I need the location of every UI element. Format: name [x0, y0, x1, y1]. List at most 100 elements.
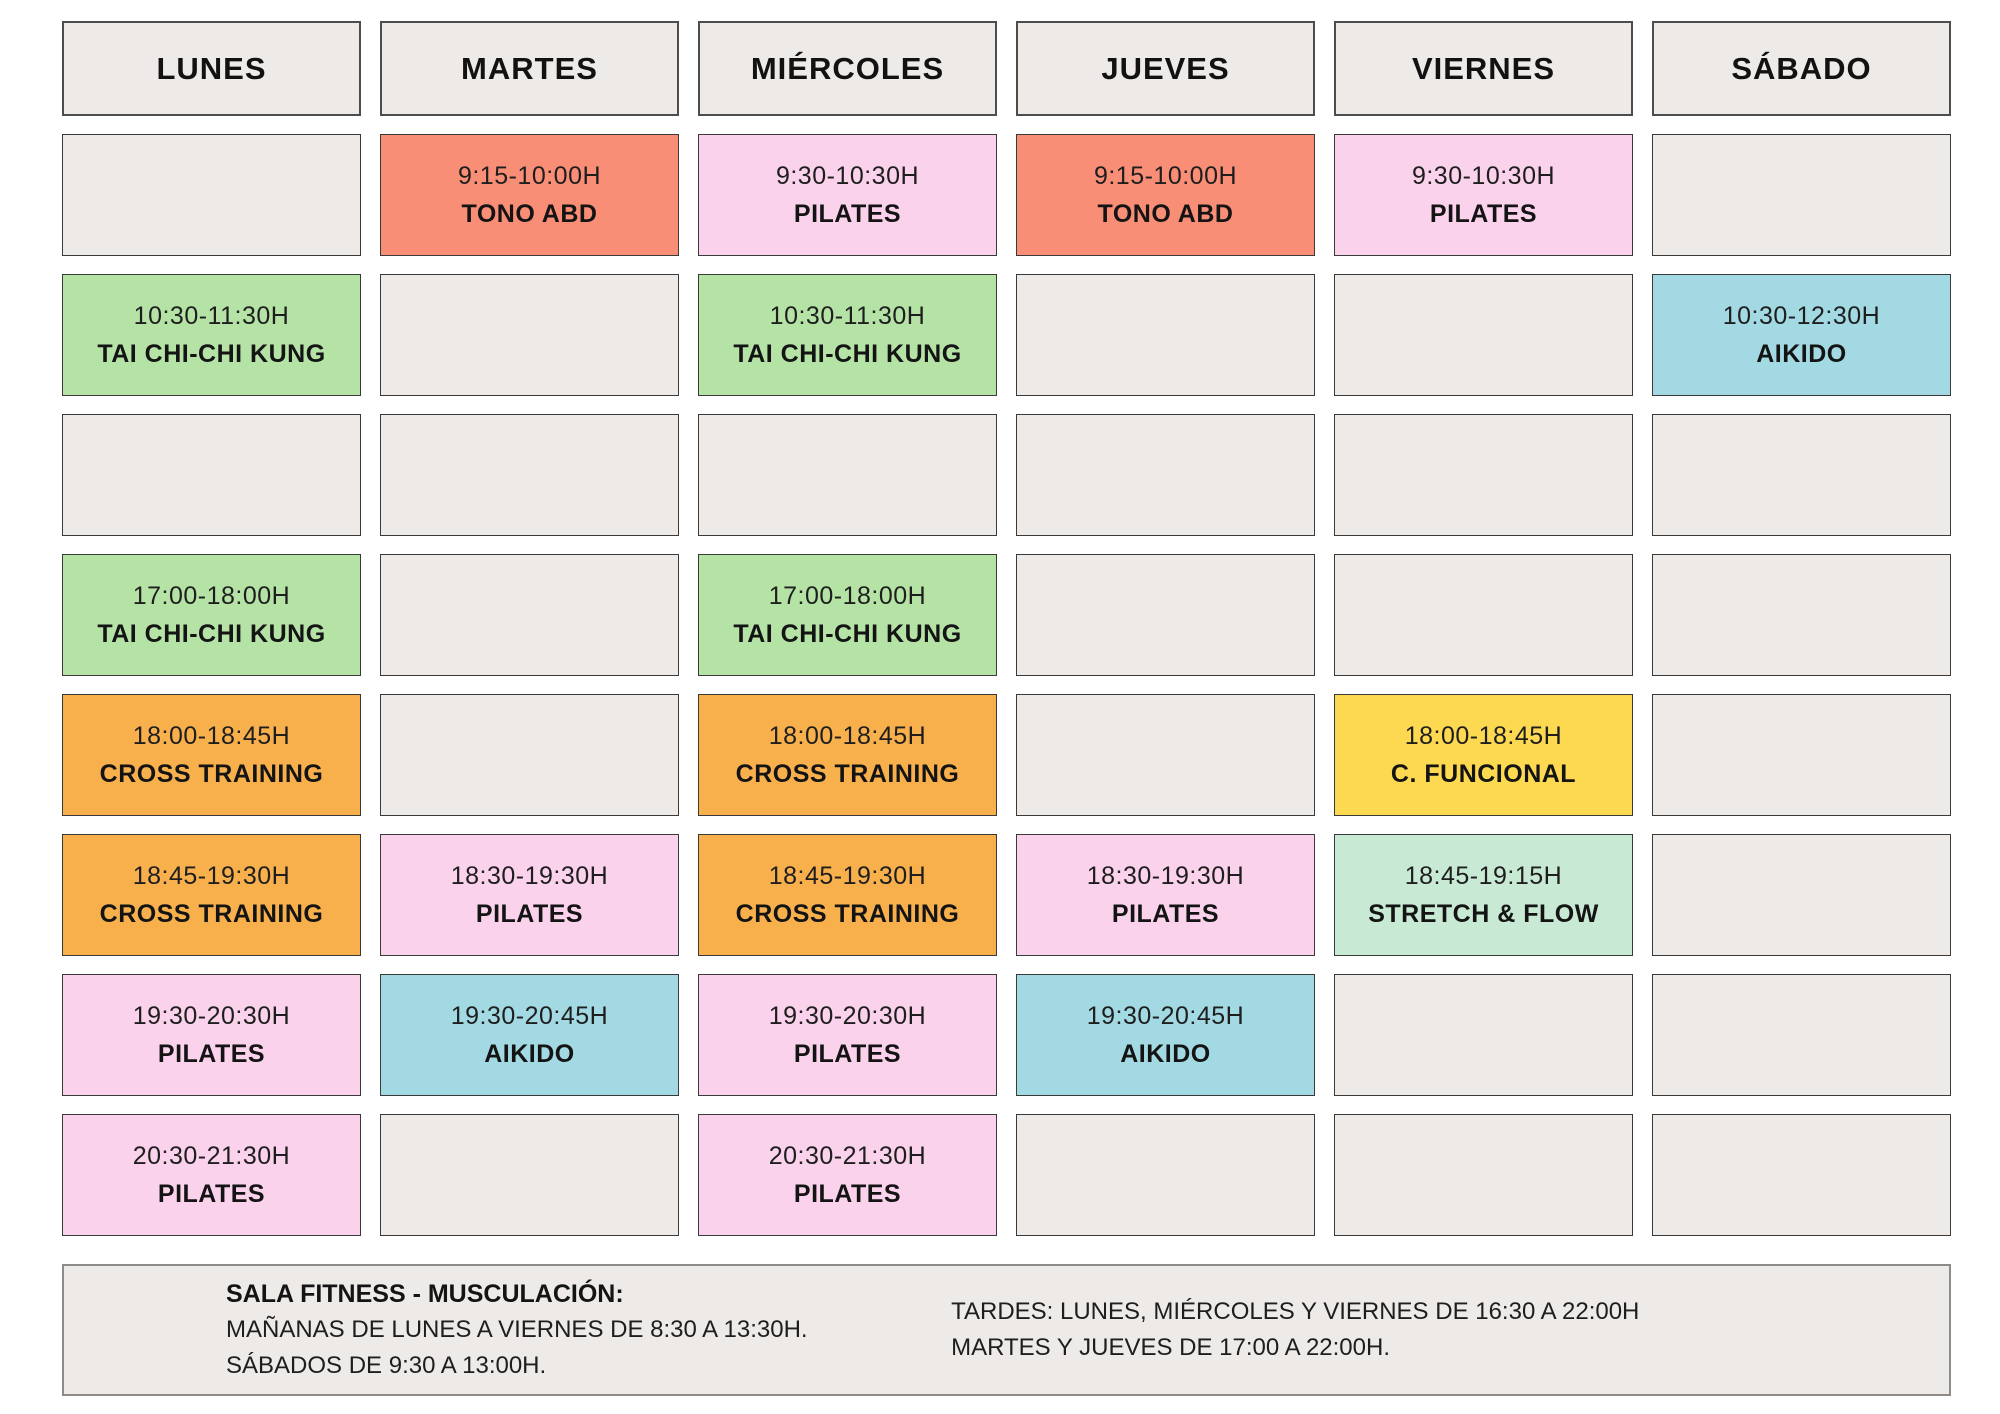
class-time: 18:45-19:30H: [132, 861, 291, 890]
day-header-miercoles: MIÉRCOLES: [698, 21, 997, 116]
class-cell-cross-training: 18:45-19:30H CROSS TRAINING: [698, 834, 997, 956]
class-cell-pilates: 20:30-21:30H PILATES: [62, 1114, 361, 1236]
empty-cell: [1652, 414, 1951, 536]
class-cell-tai-chi-chi-kung: 10:30-11:30H TAI CHI-CHI KUNG: [698, 274, 997, 396]
empty-cell: [62, 134, 361, 256]
class-time: 10:30-12:30H: [1722, 301, 1881, 330]
class-cell-pilates: 18:30-19:30H PILATES: [1016, 834, 1315, 956]
class-time: 9:30-10:30H: [775, 161, 920, 190]
class-cell-tai-chi-chi-kung: 17:00-18:00H TAI CHI-CHI KUNG: [698, 554, 997, 676]
empty-cell: [1016, 414, 1315, 536]
empty-cell: [1652, 834, 1951, 956]
class-time: 19:30-20:30H: [768, 1001, 927, 1030]
class-cell-cross-training: 18:00-18:45H CROSS TRAINING: [698, 694, 997, 816]
class-cell-cross-training: 18:00-18:45H CROSS TRAINING: [62, 694, 361, 816]
schedule-grid: 9:15-10:00H TONO ABD 9:30-10:30H PILATES 9:1…: [62, 134, 1951, 1236]
class-activity: PILATES: [793, 1039, 902, 1068]
day-header-viernes: VIERNES: [1334, 21, 1633, 116]
evening-hours-line-2: MARTES Y JUEVES DE 17:00 A 22:00H.: [951, 1334, 1390, 1361]
class-activity: CROSS TRAINING: [99, 899, 324, 928]
class-cell-pilates: 20:30-21:30H PILATES: [698, 1114, 997, 1236]
empty-cell: [1016, 274, 1315, 396]
empty-cell: [1016, 1114, 1315, 1236]
class-activity: PILATES: [793, 199, 902, 228]
class-time: 18:30-19:30H: [450, 861, 609, 890]
evening-hours-line-1: TARDES: LUNES, MIÉRCOLES Y VIERNES DE 16…: [951, 1298, 1640, 1325]
class-time: 17:00-18:00H: [132, 581, 291, 610]
class-cell-aikido: 19:30-20:45H AIKIDO: [1016, 974, 1315, 1096]
class-time: 19:30-20:30H: [132, 1001, 291, 1030]
class-time: 20:30-21:30H: [132, 1141, 291, 1170]
class-cell-c-funcional: 18:00-18:45H C. FUNCIONAL: [1334, 694, 1633, 816]
class-activity: STRETCH & FLOW: [1368, 899, 1599, 928]
class-time: 9:15-10:00H: [457, 161, 602, 190]
empty-cell: [1016, 694, 1315, 816]
class-time: 18:00-18:45H: [768, 721, 927, 750]
class-time: 9:15-10:00H: [1093, 161, 1238, 190]
empty-cell: [1016, 554, 1315, 676]
class-activity: AIKIDO: [1120, 1039, 1211, 1068]
day-header-lunes: LUNES: [62, 21, 361, 116]
class-activity: PILATES: [1429, 199, 1538, 228]
class-time: 18:00-18:45H: [132, 721, 291, 750]
empty-cell: [698, 414, 997, 536]
class-activity: PILATES: [475, 899, 584, 928]
class-cell-aikido: 10:30-12:30H AIKIDO: [1652, 274, 1951, 396]
class-time: 10:30-11:30H: [133, 301, 290, 330]
empty-cell: [380, 1114, 679, 1236]
class-activity: TAI CHI-CHI KUNG: [733, 339, 962, 368]
class-time: 18:45-19:15H: [1404, 861, 1563, 890]
fitness-room-title: SALA FITNESS - MUSCULACIÓN:: [226, 1280, 624, 1308]
class-activity: C. FUNCIONAL: [1390, 759, 1577, 788]
class-activity: TAI CHI-CHI KUNG: [733, 619, 962, 648]
empty-cell: [1334, 554, 1633, 676]
class-activity: TONO ABD: [1097, 199, 1234, 228]
empty-cell: [1334, 274, 1633, 396]
fitness-room-saturday-hours: SÁBADOS DE 9:30 A 13:00H.: [226, 1352, 547, 1379]
empty-cell: [1652, 1114, 1951, 1236]
class-cell-pilates: 9:30-10:30H PILATES: [698, 134, 997, 256]
day-header-martes: MARTES: [380, 21, 679, 116]
class-time: 18:45-19:30H: [768, 861, 927, 890]
day-header-sabado: SÁBADO: [1652, 21, 1951, 116]
fitness-room-morning-hours: MAÑANAS DE LUNES A VIERNES DE 8:30 A 13:…: [226, 1316, 808, 1343]
class-time: 19:30-20:45H: [1086, 1001, 1245, 1030]
class-time: 20:30-21:30H: [768, 1141, 927, 1170]
class-activity: PILATES: [1111, 899, 1220, 928]
empty-cell: [1652, 694, 1951, 816]
class-time: 10:30-11:30H: [769, 301, 926, 330]
class-activity: TAI CHI-CHI KUNG: [97, 619, 326, 648]
class-cell-stretch-flow: 18:45-19:15H STRETCH & FLOW: [1334, 834, 1633, 956]
empty-cell: [380, 554, 679, 676]
class-activity: TAI CHI-CHI KUNG: [97, 339, 326, 368]
empty-cell: [1334, 1114, 1633, 1236]
class-activity: AIKIDO: [1756, 339, 1847, 368]
fitness-room-hours: SALA FITNESS - MUSCULACIÓN: MAÑANAS DE L…: [64, 1276, 931, 1384]
empty-cell: [1334, 974, 1633, 1096]
class-activity: PILATES: [157, 1179, 266, 1208]
class-cell-tai-chi-chi-kung: 10:30-11:30H TAI CHI-CHI KUNG: [62, 274, 361, 396]
day-header-jueves: JUEVES: [1016, 21, 1315, 116]
class-cell-pilates: 9:30-10:30H PILATES: [1334, 134, 1633, 256]
class-cell-tai-chi-chi-kung: 17:00-18:00H TAI CHI-CHI KUNG: [62, 554, 361, 676]
class-cell-pilates: 19:30-20:30H PILATES: [62, 974, 361, 1096]
empty-cell: [62, 414, 361, 536]
empty-cell: [380, 694, 679, 816]
class-time: 19:30-20:45H: [450, 1001, 609, 1030]
class-activity: AIKIDO: [484, 1039, 575, 1068]
class-cell-pilates: 18:30-19:30H PILATES: [380, 834, 679, 956]
class-activity: CROSS TRAINING: [735, 759, 960, 788]
class-cell-aikido: 19:30-20:45H AIKIDO: [380, 974, 679, 1096]
empty-cell: [1334, 414, 1633, 536]
footer-info-box: SALA FITNESS - MUSCULACIÓN: MAÑANAS DE L…: [62, 1264, 1951, 1396]
class-cell-tono-abd: 9:15-10:00H TONO ABD: [380, 134, 679, 256]
class-cell-tono-abd: 9:15-10:00H TONO ABD: [1016, 134, 1315, 256]
class-cell-pilates: 19:30-20:30H PILATES: [698, 974, 997, 1096]
empty-cell: [380, 414, 679, 536]
class-time: 18:00-18:45H: [1404, 721, 1563, 750]
evening-hours: TARDES: LUNES, MIÉRCOLES Y VIERNES DE 16…: [931, 1294, 1949, 1366]
empty-cell: [1652, 134, 1951, 256]
class-activity: PILATES: [157, 1039, 266, 1068]
empty-cell: [1652, 974, 1951, 1096]
